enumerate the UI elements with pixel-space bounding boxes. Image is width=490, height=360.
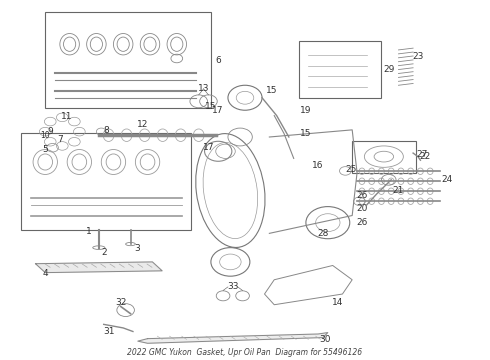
Polygon shape	[138, 333, 328, 343]
Text: 33: 33	[227, 282, 239, 291]
Text: 11: 11	[61, 112, 73, 121]
Text: 21: 21	[393, 186, 404, 195]
Bar	[45, 12, 211, 108]
Text: 15: 15	[205, 102, 217, 111]
Text: 17: 17	[203, 143, 214, 152]
Text: 14: 14	[332, 298, 343, 307]
Text: 28: 28	[317, 229, 329, 238]
Text: 2: 2	[101, 248, 106, 257]
Text: 5: 5	[42, 145, 48, 154]
Text: 30: 30	[319, 335, 331, 344]
Text: 15: 15	[266, 86, 277, 95]
Text: 32: 32	[115, 298, 126, 307]
Text: 19: 19	[300, 106, 312, 115]
Bar	[298, 41, 381, 98]
Text: 27: 27	[416, 150, 428, 159]
Text: 29: 29	[383, 65, 394, 74]
Text: 16: 16	[312, 161, 324, 170]
Text: 2022 GMC Yukon  Gasket, Upr Oil Pan  Diagram for 55496126: 2022 GMC Yukon Gasket, Upr Oil Pan Diagr…	[127, 348, 363, 357]
Bar	[352, 140, 416, 173]
Polygon shape	[35, 262, 162, 273]
Text: 13: 13	[198, 84, 209, 93]
Text: 9: 9	[47, 127, 53, 136]
Text: 4: 4	[43, 269, 48, 278]
Text: 17: 17	[213, 106, 224, 115]
Text: 24: 24	[441, 175, 453, 184]
Text: 8: 8	[103, 126, 109, 135]
Bar	[21, 134, 192, 230]
Text: 22: 22	[419, 152, 431, 161]
Text: 20: 20	[356, 204, 368, 213]
Text: 10: 10	[41, 131, 50, 140]
Text: 15: 15	[300, 129, 312, 138]
Text: 26: 26	[356, 192, 368, 201]
Text: 12: 12	[137, 120, 148, 129]
Text: 26: 26	[356, 218, 368, 227]
Text: 6: 6	[215, 56, 221, 65]
Text: 25: 25	[345, 165, 357, 174]
Text: 31: 31	[103, 327, 114, 336]
Text: 3: 3	[134, 244, 140, 253]
Text: 7: 7	[57, 135, 63, 144]
Text: 23: 23	[412, 52, 424, 61]
Text: 1: 1	[86, 227, 92, 236]
